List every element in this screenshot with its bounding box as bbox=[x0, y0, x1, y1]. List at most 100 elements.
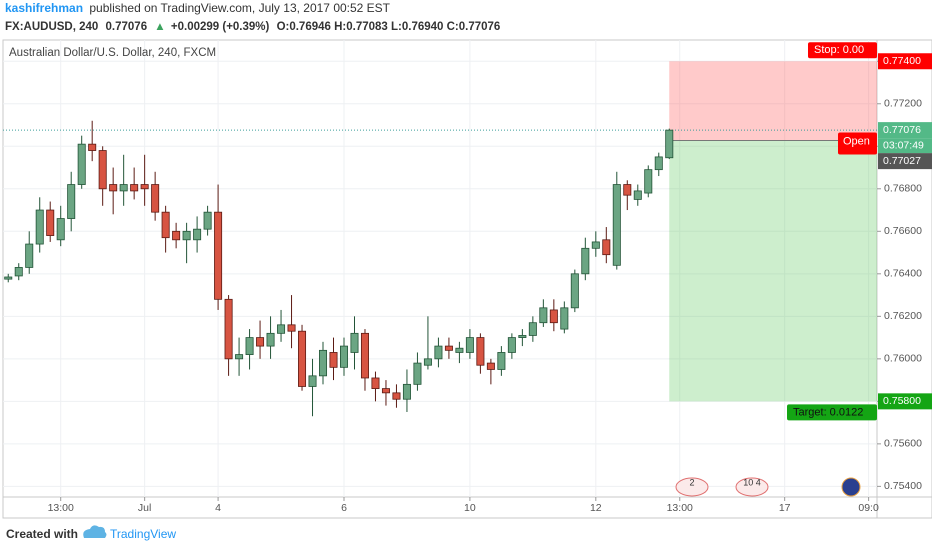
event-icon bbox=[735, 477, 769, 497]
candle-body bbox=[119, 184, 128, 192]
x-tick-label: 13:00 bbox=[667, 502, 693, 514]
countdown-box bbox=[878, 138, 932, 154]
candle-body bbox=[381, 388, 390, 394]
candle-body bbox=[140, 184, 149, 190]
open-box bbox=[838, 132, 877, 155]
y-tick-label: 0.77200 bbox=[884, 98, 922, 110]
candle-body bbox=[591, 241, 600, 249]
legend: Australian Dollar/U.S. Dollar, 240, FXCM bbox=[9, 47, 216, 59]
last: 0.77076 bbox=[106, 21, 148, 33]
candle-body bbox=[413, 362, 422, 385]
position-tool: Stop: 0.00 Open Target: 0.0122 bbox=[3, 42, 877, 421]
candle-body bbox=[319, 349, 328, 377]
x-tick-label: Jul bbox=[138, 502, 151, 514]
arrow: ▲ bbox=[154, 21, 165, 33]
open-text: Open bbox=[843, 135, 870, 147]
x-tick-label: 12 bbox=[590, 502, 602, 514]
candle-body bbox=[476, 337, 485, 366]
target-zone bbox=[669, 140, 877, 402]
candle-body bbox=[172, 230, 181, 241]
change: +0.00299 (+0.39%) bbox=[171, 21, 270, 33]
candle-body bbox=[235, 354, 244, 360]
stop-text: Stop: 0.00 bbox=[814, 44, 864, 56]
event-label: 2 bbox=[689, 477, 694, 487]
candle-body bbox=[161, 211, 170, 239]
candle-body bbox=[214, 211, 223, 300]
candle-body bbox=[465, 337, 474, 353]
candle-body bbox=[287, 324, 296, 332]
candle-body bbox=[98, 150, 107, 190]
candle-body bbox=[77, 143, 86, 185]
stop-box bbox=[808, 42, 877, 59]
candle-body bbox=[46, 209, 55, 236]
candle-body bbox=[360, 332, 369, 379]
y-tick-label: 0.76400 bbox=[884, 268, 922, 280]
y-tick-label: 0.76600 bbox=[884, 225, 922, 237]
candle-body bbox=[182, 230, 191, 241]
created-with: Created with bbox=[6, 527, 78, 541]
candle-body bbox=[570, 273, 579, 309]
candle-body bbox=[539, 307, 548, 324]
candle-body bbox=[130, 184, 139, 192]
logo bbox=[83, 525, 107, 538]
candle-body bbox=[434, 345, 443, 360]
entry-price-label: 0.77027 bbox=[883, 155, 921, 167]
y-tick-label: 0.76200 bbox=[884, 310, 922, 322]
candle-body bbox=[67, 184, 76, 219]
x-tick-label: 4 bbox=[215, 502, 221, 514]
last-price-label: 0.77076 bbox=[883, 124, 921, 136]
candle-body bbox=[308, 375, 317, 387]
candle-body bbox=[644, 169, 653, 194]
candle-body bbox=[109, 184, 118, 192]
labels: 0.77400 0.77076 03:07:49 0.77027 0.75800 2 10 … bbox=[675, 53, 932, 497]
countdown: 03:07:49 bbox=[883, 139, 924, 151]
x-tick-label: 17 bbox=[779, 502, 791, 514]
candle-body bbox=[602, 239, 611, 256]
x-tick-label: 09:0 bbox=[858, 502, 879, 514]
event-icon bbox=[675, 477, 709, 497]
y-tick-label: 0.75400 bbox=[884, 480, 922, 492]
candle-body bbox=[623, 184, 632, 196]
y-tick-label: 0.75600 bbox=[884, 438, 922, 450]
brand[interactable]: TradingView bbox=[110, 527, 176, 541]
candle-body bbox=[549, 309, 558, 324]
candle-body bbox=[266, 332, 275, 347]
author[interactable]: kashifrehman bbox=[5, 1, 83, 15]
candle-body bbox=[25, 243, 34, 268]
candle-body bbox=[402, 383, 411, 400]
candle-body bbox=[560, 307, 569, 330]
candle-body bbox=[193, 228, 202, 241]
candle-body bbox=[88, 143, 97, 151]
candles bbox=[4, 120, 674, 417]
symbol: FX:AUDUSD, 240 bbox=[5, 21, 98, 33]
candle-body bbox=[486, 362, 495, 370]
candle-body bbox=[581, 247, 590, 275]
candle-body bbox=[371, 377, 380, 389]
candle-body bbox=[35, 209, 44, 245]
candle-body bbox=[339, 345, 348, 368]
stop-zone bbox=[669, 61, 877, 141]
candle-body bbox=[14, 267, 23, 277]
target-text: Target: 0.0122 bbox=[793, 406, 863, 418]
candle-body bbox=[245, 337, 254, 355]
candle-body bbox=[612, 184, 621, 266]
target-price-label: 0.75800 bbox=[883, 395, 921, 407]
footer: Created with TradingView bbox=[6, 525, 176, 541]
frame bbox=[2, 39, 932, 519]
x-tick-label: 10 bbox=[464, 502, 476, 514]
candle-body bbox=[298, 330, 307, 387]
candle-body bbox=[665, 129, 674, 159]
target-price-label-box bbox=[878, 393, 932, 410]
candle-body bbox=[4, 276, 13, 280]
candle-body bbox=[56, 218, 65, 241]
candle-body bbox=[507, 337, 516, 353]
y-tick-label: 0.76000 bbox=[884, 353, 922, 365]
candle-body bbox=[633, 190, 642, 200]
ohlc: O:0.76946 H:0.77083 L:0.76940 C:0.77076 bbox=[277, 21, 501, 33]
stop-price-label: 0.77400 bbox=[883, 55, 921, 67]
symbol-line: FX:AUDUSD, 240 0.77076 ▲ +0.00299 (+0.39… bbox=[5, 21, 500, 33]
candle-body bbox=[329, 352, 338, 368]
